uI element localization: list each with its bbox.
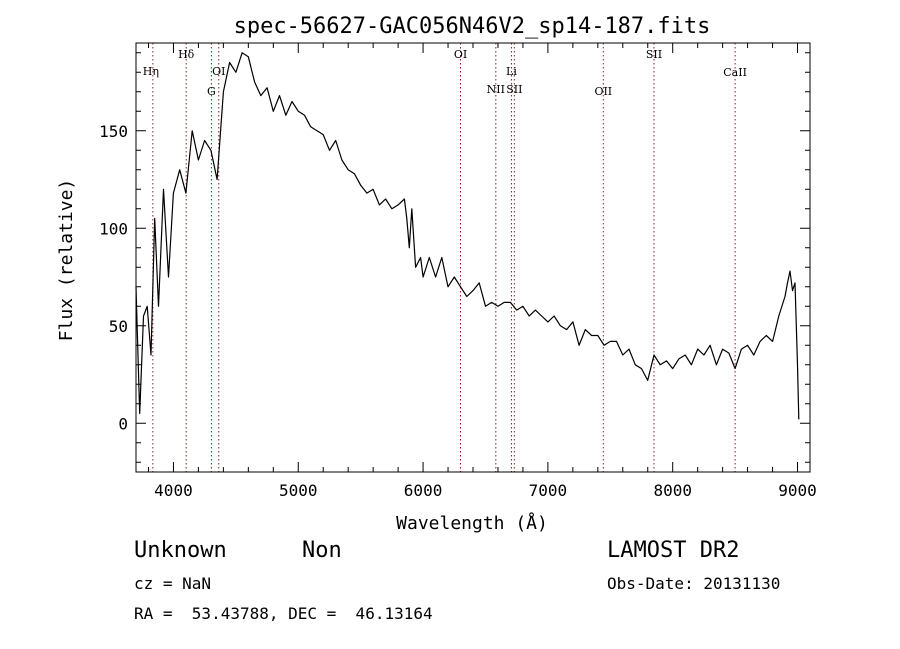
x-tick-label: 9000 xyxy=(778,481,817,500)
y-axis-label: Flux (relative) xyxy=(56,179,77,342)
object-subclass-label: Non xyxy=(302,538,342,563)
object-class-label: Unknown xyxy=(134,538,227,563)
line-marker-label: NII xyxy=(487,83,505,96)
x-tick-label: 5000 xyxy=(279,481,318,500)
line-marker-label: SII xyxy=(506,83,522,96)
redshift-text: cz = NaN xyxy=(134,574,212,593)
chart-title: spec-56627-GAC056N46V2_sp14-187.fits xyxy=(234,14,711,39)
x-tick-label: 7000 xyxy=(529,481,568,500)
x-axis-ticks: 4000 5000 6000 7000 8000 9000 xyxy=(147,43,817,500)
x-axis-label: Wavelength (Å) xyxy=(396,512,548,534)
y-tick-label: 150 xyxy=(99,122,128,141)
spectrum-series-line xyxy=(135,52,800,420)
line-marker-label: G xyxy=(207,85,216,98)
line-marker-label: OI xyxy=(212,65,225,78)
survey-label: LAMOST DR2 xyxy=(607,538,740,563)
y-tick-label: 100 xyxy=(99,219,128,238)
line-marker-label: CaII xyxy=(723,66,747,79)
obs-date-text: Obs-Date: 20131130 xyxy=(607,574,781,593)
line-marker-label: OII xyxy=(594,85,612,98)
line-marker-label: SII xyxy=(646,48,662,61)
y-axis-ticks: 0 50 100 150 xyxy=(99,52,810,463)
line-marker-label: Hη xyxy=(143,65,159,78)
x-tick-label: 8000 xyxy=(653,481,692,500)
line-marker-label: Hδ xyxy=(178,48,195,61)
y-tick-label: 0 xyxy=(118,414,128,433)
x-tick-label: 4000 xyxy=(154,481,193,500)
x-tick-label: 6000 xyxy=(404,481,443,500)
plot-frame xyxy=(135,42,811,473)
coordinates-text: RA = 53.43788, DEC = 46.13164 xyxy=(134,604,433,623)
line-marker-label: OI xyxy=(454,48,467,61)
line-marker-label: Li xyxy=(506,65,517,78)
y-tick-label: 50 xyxy=(109,317,128,336)
